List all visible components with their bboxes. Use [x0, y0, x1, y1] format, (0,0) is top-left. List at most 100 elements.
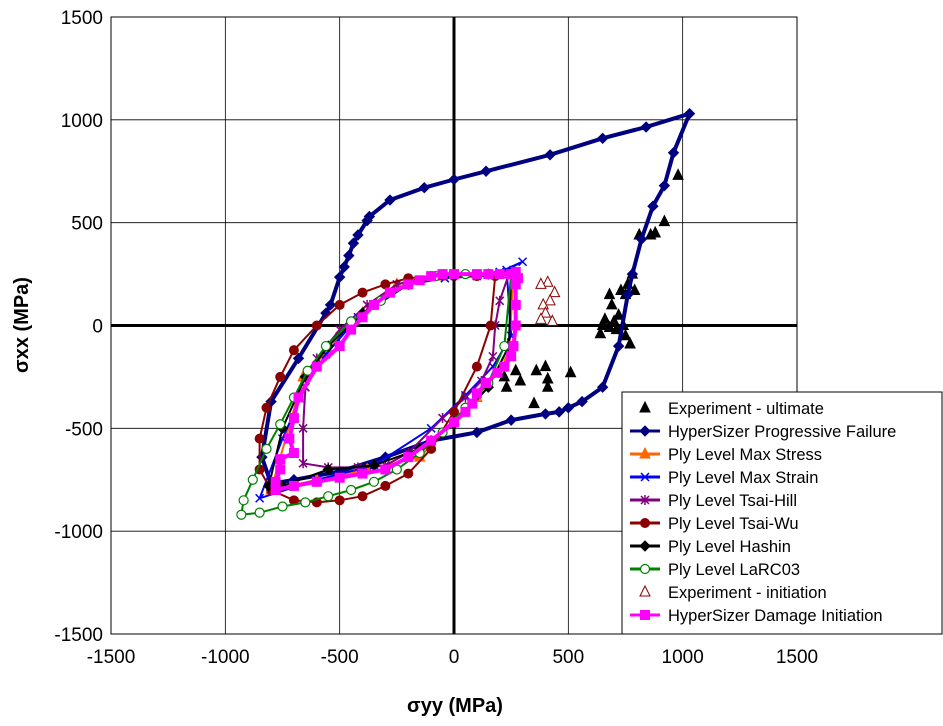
series-line	[259, 111, 692, 486]
data-point	[438, 413, 448, 424]
data-point	[605, 297, 618, 310]
data-point	[403, 279, 414, 290]
data-point	[380, 480, 391, 491]
data-point	[548, 285, 561, 298]
data-point	[619, 328, 632, 341]
data-point	[626, 268, 639, 280]
legend-label: Ply Level Max Stress	[668, 446, 822, 464]
data-point	[357, 491, 368, 502]
data-point	[467, 398, 478, 409]
data-point	[284, 433, 295, 444]
legend-swatch-marker	[639, 563, 651, 575]
data-point	[644, 227, 657, 240]
data-point	[254, 507, 265, 518]
data-point	[334, 299, 345, 310]
data-point	[384, 287, 395, 298]
data-point	[254, 433, 265, 444]
data-point	[323, 491, 334, 502]
legend-entry: HyperSizer Damage Initiation	[630, 607, 883, 625]
data-point	[449, 417, 459, 428]
legend-swatch-marker	[639, 400, 651, 413]
data-point	[357, 312, 368, 323]
data-point	[384, 194, 396, 206]
data-point	[544, 293, 556, 306]
data-point	[275, 454, 286, 465]
data-point	[403, 468, 414, 479]
data-point	[449, 269, 459, 280]
data-point	[343, 249, 355, 262]
x-tick-label: -1500	[87, 647, 136, 668]
axes	[111, 17, 797, 634]
data-point	[334, 341, 345, 352]
data-point	[418, 181, 430, 194]
data-point	[288, 480, 299, 491]
data-point	[603, 320, 616, 333]
data-point	[333, 271, 346, 283]
legend-entry: Ply Level LaRC03	[630, 561, 800, 579]
legend-label: Ply Level Tsai-Wu	[668, 515, 799, 533]
legend-label: HyperSizer Progressive Failure	[668, 423, 896, 441]
data-point	[612, 308, 625, 320]
data-point	[596, 318, 609, 330]
data-point	[277, 501, 288, 512]
data-point	[481, 378, 492, 389]
data-point	[352, 229, 364, 241]
data-point	[403, 452, 414, 463]
data-point	[368, 476, 380, 487]
data-point	[495, 295, 505, 306]
legend-entry: HyperSizer Progressive Failure	[630, 423, 896, 441]
data-point	[510, 299, 521, 310]
data-point	[334, 495, 345, 506]
legend-entry: Ply Level Tsai-Wu	[630, 515, 799, 533]
data-point	[320, 340, 332, 352]
data-point	[311, 476, 322, 487]
y-tick-label: -1000	[54, 522, 103, 543]
series-0	[498, 168, 684, 409]
data-point	[247, 474, 258, 485]
data-point	[494, 269, 505, 280]
legend: Experiment - ultimate HyperSizer Progress…	[621, 391, 943, 635]
legend-entry: Ply Level Tsai-Hill	[630, 492, 797, 510]
data-point	[683, 107, 696, 120]
data-point	[505, 414, 517, 426]
data-point	[564, 365, 577, 378]
legend-swatch-marker	[639, 584, 651, 597]
data-point	[480, 165, 492, 177]
y-tick-label: 1000	[61, 111, 103, 132]
data-point	[288, 448, 299, 459]
legend-entry: Ply Level Max Strain	[630, 469, 818, 487]
data-point	[261, 402, 272, 413]
data-point	[658, 214, 671, 227]
data-point	[596, 381, 609, 393]
data-point	[508, 341, 519, 352]
x-axis-label: σyy (MPa)	[407, 695, 503, 717]
legend-entry: Experiment - ultimate	[639, 400, 824, 418]
y-tick-label: 1500	[61, 8, 103, 29]
legend-swatch-marker	[640, 610, 650, 620]
data-point	[471, 269, 482, 280]
data-point	[539, 408, 552, 420]
data-point	[324, 299, 337, 311]
data-point	[539, 359, 552, 372]
data-point	[509, 363, 522, 376]
data-point	[603, 287, 616, 300]
data-point	[426, 271, 437, 282]
data-point	[499, 340, 510, 352]
data-point	[506, 269, 517, 280]
legend-entry: Ply Level Hashin	[630, 538, 791, 556]
series-8	[535, 275, 561, 326]
data-point	[485, 320, 496, 331]
data-point	[471, 361, 482, 372]
legend-swatch-marker	[639, 540, 651, 552]
y-tick-label: -1500	[54, 625, 103, 646]
data-point	[510, 320, 521, 331]
x-tick-label: 1500	[776, 647, 818, 668]
data-point	[624, 336, 636, 349]
data-point	[537, 297, 549, 310]
data-point	[414, 275, 425, 286]
data-point	[238, 495, 249, 506]
data-point	[293, 392, 304, 403]
legend-label: Ply Level Max Strain	[668, 469, 818, 487]
data-point	[346, 484, 357, 496]
legend-swatch-marker	[639, 446, 651, 459]
